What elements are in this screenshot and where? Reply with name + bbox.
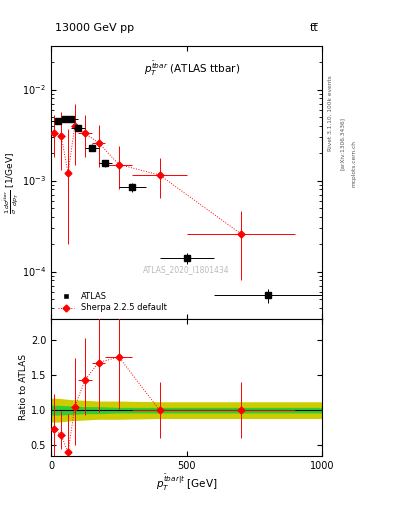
Text: tt̅: tt̅ [310,23,318,33]
Y-axis label: $\frac{1}{\sigma}\frac{d\sigma^{\bar{t}bar}}{dp_T}$ [1/GeV]: $\frac{1}{\sigma}\frac{d\sigma^{\bar{t}b… [2,152,21,214]
Y-axis label: Ratio to ATLAS: Ratio to ATLAS [19,354,28,420]
Legend: ATLAS, Sherpa 2.2.5 default: ATLAS, Sherpa 2.2.5 default [55,289,169,315]
Text: [arXiv:1306.3436]: [arXiv:1306.3436] [340,117,345,170]
Text: ATLAS_2020_I1801434: ATLAS_2020_I1801434 [143,266,230,274]
Text: $p_T^{\bar{t}bar}$ (ATLAS ttbar): $p_T^{\bar{t}bar}$ (ATLAS ttbar) [144,60,240,78]
X-axis label: $p^{\bar{t}bar|t}_T$ [GeV]: $p^{\bar{t}bar|t}_T$ [GeV] [156,473,217,494]
Text: mcplots.cern.ch: mcplots.cern.ch [352,140,357,187]
Text: Rivet 3.1.10, 100k events: Rivet 3.1.10, 100k events [328,75,333,151]
Text: 13000 GeV pp: 13000 GeV pp [55,23,134,33]
